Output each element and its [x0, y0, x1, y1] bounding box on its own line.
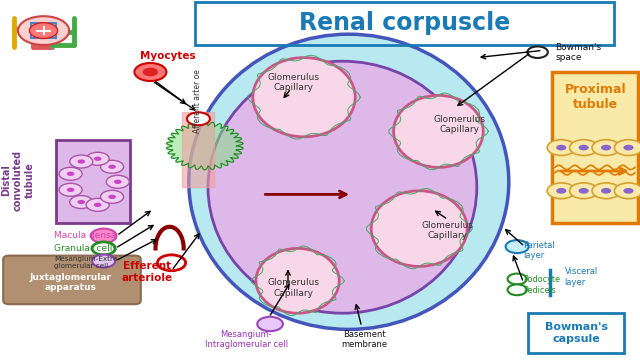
Ellipse shape: [189, 34, 509, 329]
FancyBboxPatch shape: [3, 256, 141, 304]
Circle shape: [92, 255, 115, 267]
Circle shape: [601, 188, 611, 194]
Text: Macula densa: Macula densa: [54, 231, 116, 240]
Circle shape: [508, 284, 527, 295]
Circle shape: [592, 140, 620, 156]
Circle shape: [29, 23, 58, 39]
Circle shape: [67, 188, 74, 192]
Ellipse shape: [394, 95, 483, 167]
Circle shape: [100, 160, 124, 173]
Circle shape: [614, 183, 640, 199]
Circle shape: [106, 175, 129, 188]
Circle shape: [257, 317, 283, 331]
Text: Glomerulus
Capillary: Glomerulus Capillary: [433, 114, 486, 134]
Text: Bowman's
space: Bowman's space: [556, 42, 602, 62]
Text: Podocyte
Pedicels: Podocyte Pedicels: [524, 275, 561, 295]
Circle shape: [92, 242, 115, 255]
Text: Mesangium-
Intraglomerular cell: Mesangium- Intraglomerular cell: [205, 330, 288, 349]
Text: Glomerulus
Capillary: Glomerulus Capillary: [267, 73, 319, 93]
Circle shape: [59, 167, 82, 180]
Circle shape: [18, 16, 69, 45]
Text: Basement
membrane: Basement membrane: [342, 330, 388, 349]
Circle shape: [67, 172, 74, 176]
Circle shape: [508, 274, 527, 284]
Circle shape: [579, 145, 589, 150]
Text: Visceral
layer: Visceral layer: [564, 267, 598, 287]
Ellipse shape: [208, 61, 477, 313]
Text: Glomerulus
Capillary: Glomerulus Capillary: [267, 278, 319, 298]
Circle shape: [556, 145, 566, 150]
Circle shape: [94, 157, 102, 161]
Circle shape: [157, 255, 186, 271]
Text: Parietal
layer: Parietal layer: [524, 240, 556, 260]
Circle shape: [570, 140, 598, 156]
FancyBboxPatch shape: [56, 140, 130, 223]
Text: Mesanglum-Extra-
glomerular cell: Mesanglum-Extra- glomerular cell: [54, 256, 120, 269]
Text: Efferent
arteriole: Efferent arteriole: [122, 261, 173, 283]
Circle shape: [623, 145, 634, 150]
FancyBboxPatch shape: [528, 313, 624, 353]
Ellipse shape: [253, 58, 355, 137]
Circle shape: [134, 63, 166, 81]
Circle shape: [86, 152, 109, 165]
Circle shape: [143, 68, 158, 76]
Circle shape: [614, 140, 640, 156]
Circle shape: [527, 46, 548, 58]
Circle shape: [77, 159, 85, 164]
Circle shape: [579, 188, 589, 194]
Circle shape: [94, 203, 102, 207]
Text: Proximal
tubule: Proximal tubule: [564, 83, 626, 111]
Text: Distal
convoluted
tubule: Distal convoluted tubule: [1, 149, 35, 211]
Circle shape: [601, 145, 611, 150]
Text: Myocytes: Myocytes: [140, 51, 195, 61]
Circle shape: [70, 195, 93, 208]
Text: Granular cells: Granular cells: [54, 244, 117, 253]
Circle shape: [547, 140, 575, 156]
Text: Renal corpuscle: Renal corpuscle: [299, 12, 511, 35]
Text: Afferent arter oe: Afferent arter oe: [193, 69, 202, 133]
Ellipse shape: [371, 191, 467, 266]
Circle shape: [506, 240, 529, 253]
Circle shape: [70, 155, 93, 168]
Polygon shape: [166, 122, 243, 170]
Circle shape: [108, 195, 116, 199]
Circle shape: [86, 198, 109, 211]
Circle shape: [77, 200, 85, 204]
Circle shape: [100, 190, 124, 203]
Text: Glomerulus
Capillary: Glomerulus Capillary: [422, 221, 474, 240]
Circle shape: [570, 183, 598, 199]
Circle shape: [623, 188, 634, 194]
Text: Juxtaglomerular
apparatus: Juxtaglomerular apparatus: [29, 273, 111, 292]
Circle shape: [59, 183, 82, 196]
Text: Bowman's
capsule: Bowman's capsule: [545, 322, 607, 344]
Ellipse shape: [256, 248, 339, 313]
Circle shape: [547, 183, 575, 199]
Circle shape: [556, 188, 566, 194]
Circle shape: [91, 229, 116, 243]
FancyBboxPatch shape: [552, 72, 638, 223]
Circle shape: [592, 183, 620, 199]
Circle shape: [108, 165, 116, 169]
Circle shape: [114, 180, 122, 184]
Circle shape: [187, 112, 210, 125]
